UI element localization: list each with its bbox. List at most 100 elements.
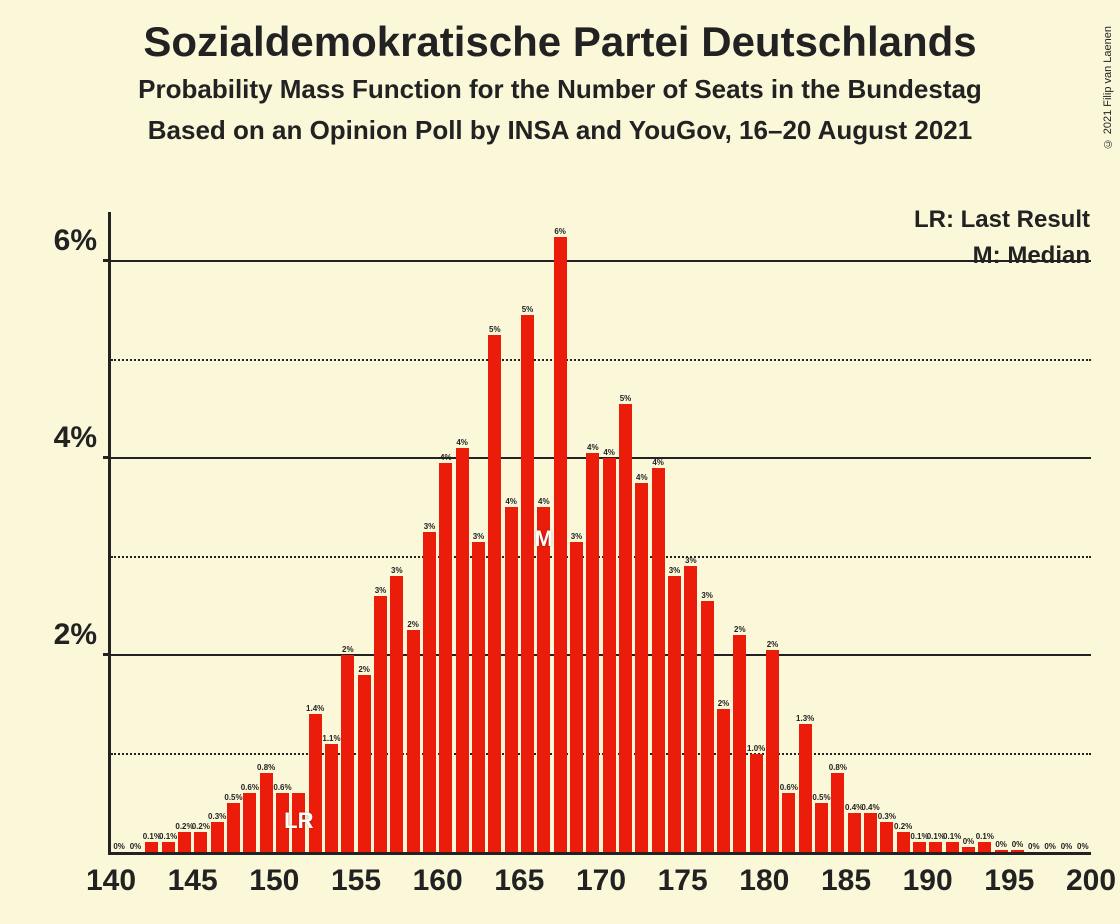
bar-value-label: 0.8% <box>829 763 847 772</box>
bar: 0% <box>1011 850 1024 852</box>
bar-value-label: 3% <box>391 566 403 575</box>
bar-value-label: 4% <box>538 497 550 506</box>
bar-value-label: 6% <box>554 227 566 236</box>
bar-value-label: 4% <box>652 458 664 467</box>
bar: 4% <box>439 463 452 852</box>
y-axis-label: 2% <box>54 618 97 652</box>
chart-marker: LR <box>284 808 313 834</box>
bar-rect <box>554 237 567 852</box>
bar-rect <box>227 803 240 852</box>
bar-rect <box>913 842 926 852</box>
x-axis-label: 145 <box>168 864 218 898</box>
bar-value-label: 1.3% <box>796 714 814 723</box>
bar-rect <box>962 847 975 852</box>
bar-rect <box>211 822 224 852</box>
bar-value-label: 0.8% <box>257 763 275 772</box>
bar-value-label: 0.2% <box>192 822 210 831</box>
bar-rect <box>521 315 534 852</box>
bar-rect <box>374 596 387 852</box>
y-axis-label: 4% <box>54 421 97 455</box>
bar-rect <box>733 635 746 852</box>
bar-rect <box>652 468 665 852</box>
bar: 5% <box>488 335 501 852</box>
bar-value-label: 0.1% <box>943 832 961 841</box>
bar-rect <box>325 744 338 852</box>
bar-rect <box>880 822 893 852</box>
bar-rect <box>1011 850 1024 852</box>
bar: 0.1% <box>929 842 942 852</box>
bar: 2% <box>717 709 730 852</box>
bar-rect <box>145 842 158 852</box>
copyright-text: © 2021 Filip van Laenen <box>1102 26 1114 149</box>
bar-value-label: 3% <box>701 591 713 600</box>
bar: 0.8% <box>260 773 273 852</box>
plot-area: 2%4%6%1401451501551601651701751801851901… <box>108 212 1091 855</box>
bar: 0.2% <box>194 832 207 852</box>
bar-rect <box>815 803 828 852</box>
bar: 0.6% <box>782 793 795 852</box>
page-subtitle: Probability Mass Function for the Number… <box>0 74 1120 105</box>
x-axis-label: 150 <box>249 864 299 898</box>
x-axis-label: 140 <box>86 864 136 898</box>
bar: 3% <box>570 542 583 852</box>
bar-rect <box>848 813 861 852</box>
bar-rect <box>472 542 485 852</box>
bar-value-label: 2% <box>767 640 779 649</box>
chart-container: 2%4%6%1401451501551601651701751801851901… <box>38 202 1098 902</box>
bar: 0% <box>962 847 975 852</box>
bar: 1.1% <box>325 744 338 852</box>
bar: 4% <box>586 453 599 852</box>
page-title: Sozialdemokratische Partei Deutschlands <box>0 18 1120 66</box>
bar-value-label: 0% <box>1028 842 1040 851</box>
bar-rect <box>782 793 795 852</box>
bar-rect <box>717 709 730 852</box>
bar: 3% <box>668 576 681 852</box>
bar-value-label: 4% <box>456 438 468 447</box>
bar-value-label: 0.1% <box>976 832 994 841</box>
bar-value-label: 3% <box>375 586 387 595</box>
bar-value-label: 0.5% <box>812 793 830 802</box>
x-axis-label: 155 <box>331 864 381 898</box>
bar-rect <box>260 773 273 852</box>
x-axis-label: 195 <box>984 864 1034 898</box>
bar-value-label: 2% <box>358 665 370 674</box>
gridline <box>111 556 1091 558</box>
x-axis-label: 185 <box>821 864 871 898</box>
bar: 0.1% <box>946 842 959 852</box>
gridline <box>111 654 1091 656</box>
x-axis-label: 165 <box>494 864 544 898</box>
bar: 3% <box>472 542 485 852</box>
bar-value-label: 1.4% <box>306 704 324 713</box>
bar-value-label: 0.4% <box>861 803 879 812</box>
bar-value-label: 0% <box>1077 842 1089 851</box>
bar-value-label: 2% <box>734 625 746 634</box>
bar-rect <box>439 463 452 852</box>
bar-value-label: 1.0% <box>747 744 765 753</box>
bar: 0.5% <box>815 803 828 852</box>
bar-value-label: 4% <box>636 473 648 482</box>
bar-rect <box>635 483 648 852</box>
bar: 3% <box>390 576 403 852</box>
bar-rect <box>864 813 877 852</box>
bar: 2% <box>341 655 354 852</box>
x-axis-label: 200 <box>1066 864 1116 898</box>
bar: 0.3% <box>211 822 224 852</box>
bar: 1.0% <box>750 754 763 852</box>
bar-value-label: 3% <box>571 532 583 541</box>
bar-rect <box>194 832 207 852</box>
bar: 0.8% <box>831 773 844 852</box>
bar-value-label: 2% <box>407 620 419 629</box>
bar: 0.6% <box>243 793 256 852</box>
bar-value-label: 1.1% <box>322 734 340 743</box>
bar: 2% <box>766 650 779 852</box>
bar: 4% <box>505 507 518 852</box>
bar: 3% <box>684 566 697 852</box>
bar-value-label: 0% <box>995 840 1007 849</box>
bar-value-label: 2% <box>718 699 730 708</box>
bar-rect <box>390 576 403 852</box>
bar-rect <box>701 601 714 852</box>
bar-rect <box>668 576 681 852</box>
bar-value-label: 4% <box>505 497 517 506</box>
bar: 4% <box>603 458 616 852</box>
bar-value-label: 3% <box>685 556 697 565</box>
